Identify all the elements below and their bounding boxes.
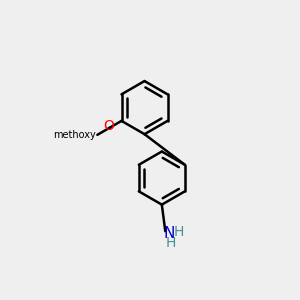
Text: N: N [164,226,175,242]
Text: H: H [173,225,184,239]
Text: O: O [103,119,114,134]
Text: methoxy: methoxy [53,130,96,140]
Text: H: H [165,236,176,250]
